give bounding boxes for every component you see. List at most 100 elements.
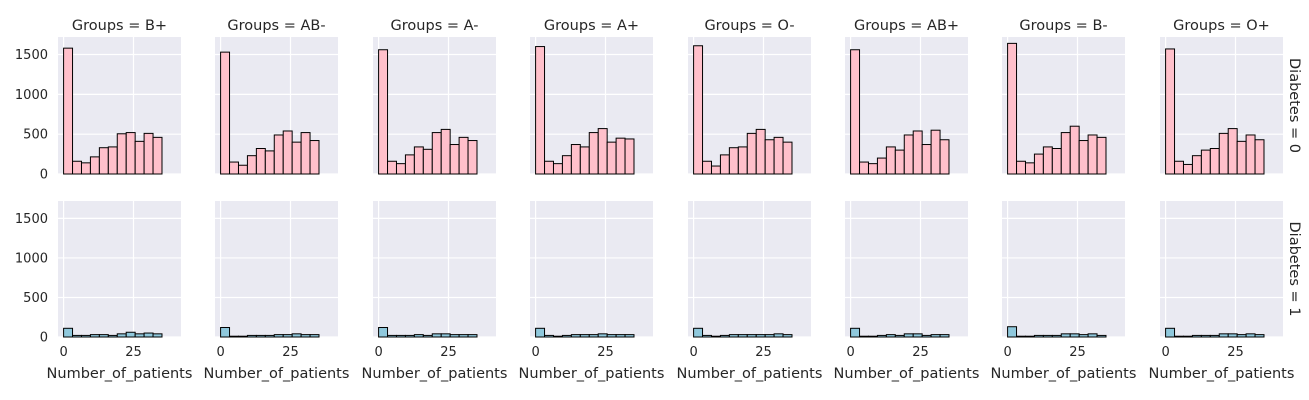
histogram-bar <box>1182 163 1193 175</box>
histogram-bar <box>588 334 599 338</box>
panel-r1-c6 <box>1002 201 1125 338</box>
histogram-bar <box>912 333 923 338</box>
x-axis-label: Number_of_patients <box>47 366 193 382</box>
histogram-bar <box>737 334 748 338</box>
x-axis-label: Number_of_patients <box>204 366 350 382</box>
histogram-bar <box>1245 134 1256 175</box>
panel-r1-c5 <box>845 201 968 338</box>
histogram-bar <box>458 334 469 338</box>
histogram-bar <box>89 334 100 338</box>
column-title: Groups = B- <box>1019 18 1107 34</box>
y-tick-label: 500 <box>23 128 48 143</box>
histogram-bar <box>1016 335 1026 338</box>
histogram-bar <box>378 49 389 175</box>
histogram-bar <box>63 327 74 338</box>
histogram-bar <box>764 334 775 338</box>
histogram-bar <box>903 134 914 175</box>
histogram-bar <box>1174 160 1184 175</box>
histogram-bar <box>246 334 257 338</box>
histogram-bar <box>273 134 284 175</box>
histogram-bar <box>282 334 293 338</box>
histogram-bar <box>894 149 905 175</box>
histogram-bar <box>1245 333 1256 338</box>
histogram-bar <box>143 132 154 175</box>
histogram-bar <box>1191 334 1202 338</box>
histogram-bar <box>693 45 704 175</box>
histogram-bar <box>220 51 231 175</box>
histogram-bar <box>850 49 861 175</box>
histogram-bar <box>291 333 302 338</box>
histogram-bar <box>422 148 433 175</box>
histogram-bar <box>282 130 293 175</box>
histogram-bar <box>746 334 757 338</box>
histogram-bar <box>1236 140 1247 175</box>
histogram-bar <box>912 130 923 175</box>
histogram-bar <box>89 156 100 175</box>
histogram-bar <box>859 161 869 175</box>
histogram-bar <box>903 333 914 338</box>
histogram-bar <box>152 333 163 338</box>
histogram-bar <box>710 165 721 175</box>
column-title: Groups = B+ <box>72 18 167 34</box>
histogram-bar <box>876 157 887 175</box>
x-tick-label: 25 <box>125 345 142 360</box>
histogram-bar <box>728 147 739 175</box>
histogram-bar <box>1096 136 1107 175</box>
column-title: Groups = A+ <box>544 18 639 34</box>
histogram-bar <box>63 47 74 175</box>
panel-background <box>1160 201 1283 337</box>
histogram-bar <box>535 327 546 338</box>
histogram-bar <box>1024 162 1035 175</box>
histogram-bar <box>431 132 442 175</box>
histogram-bar <box>116 133 127 175</box>
panel-r1-c3 <box>530 201 653 338</box>
panel-background <box>215 201 338 337</box>
histogram-bar <box>1182 335 1193 338</box>
histogram-bar <box>449 144 460 175</box>
histogram-bar <box>885 146 896 175</box>
histogram-bar <box>404 334 415 338</box>
histogram-bar <box>300 132 311 175</box>
histogram-bar <box>597 333 608 338</box>
histogram-bar <box>467 140 478 175</box>
panel-r1-c1 <box>215 201 338 338</box>
histogram-bar <box>1060 132 1071 175</box>
histogram-bar <box>885 334 896 338</box>
panel-r1-c7 <box>1160 201 1283 338</box>
panel-background <box>373 201 496 337</box>
histogram-bar <box>1042 334 1053 338</box>
y-tick-label: 0 <box>40 331 48 346</box>
histogram-bar <box>1191 155 1202 175</box>
histogram-bar <box>552 335 563 338</box>
histogram-bar <box>561 334 572 338</box>
histogram-bar <box>125 331 136 338</box>
histogram-bar <box>535 46 546 175</box>
x-tick-label: 25 <box>282 345 299 360</box>
histogram-bar <box>1078 334 1089 338</box>
histogram-bar <box>246 155 257 175</box>
histogram-bar <box>458 136 469 175</box>
histogram-bar <box>579 146 590 175</box>
histogram-bar <box>1254 139 1265 175</box>
histogram-bar <box>588 132 599 175</box>
histogram-bar <box>552 163 563 175</box>
histogram-bar <box>755 128 766 175</box>
histogram-bar <box>107 146 118 175</box>
histogram-bar <box>710 335 721 338</box>
histogram-bar <box>413 146 424 175</box>
histogram-bar <box>300 334 311 338</box>
panel-background <box>58 201 181 337</box>
histogram-bar <box>939 139 950 175</box>
column-title: Groups = AB- <box>227 18 325 34</box>
histogram-bar <box>1069 333 1080 338</box>
x-tick-label: 0 <box>216 345 224 360</box>
row-title: Diabetes = 1 <box>1286 222 1302 317</box>
histogram-bar <box>395 163 406 175</box>
histogram-bar <box>1051 334 1062 338</box>
histogram-bar <box>1218 132 1229 175</box>
histogram-bar <box>237 335 248 338</box>
histogram-bar <box>624 334 635 338</box>
histogram-bar <box>1218 333 1229 338</box>
y-tick-label: 1500 <box>15 48 48 63</box>
